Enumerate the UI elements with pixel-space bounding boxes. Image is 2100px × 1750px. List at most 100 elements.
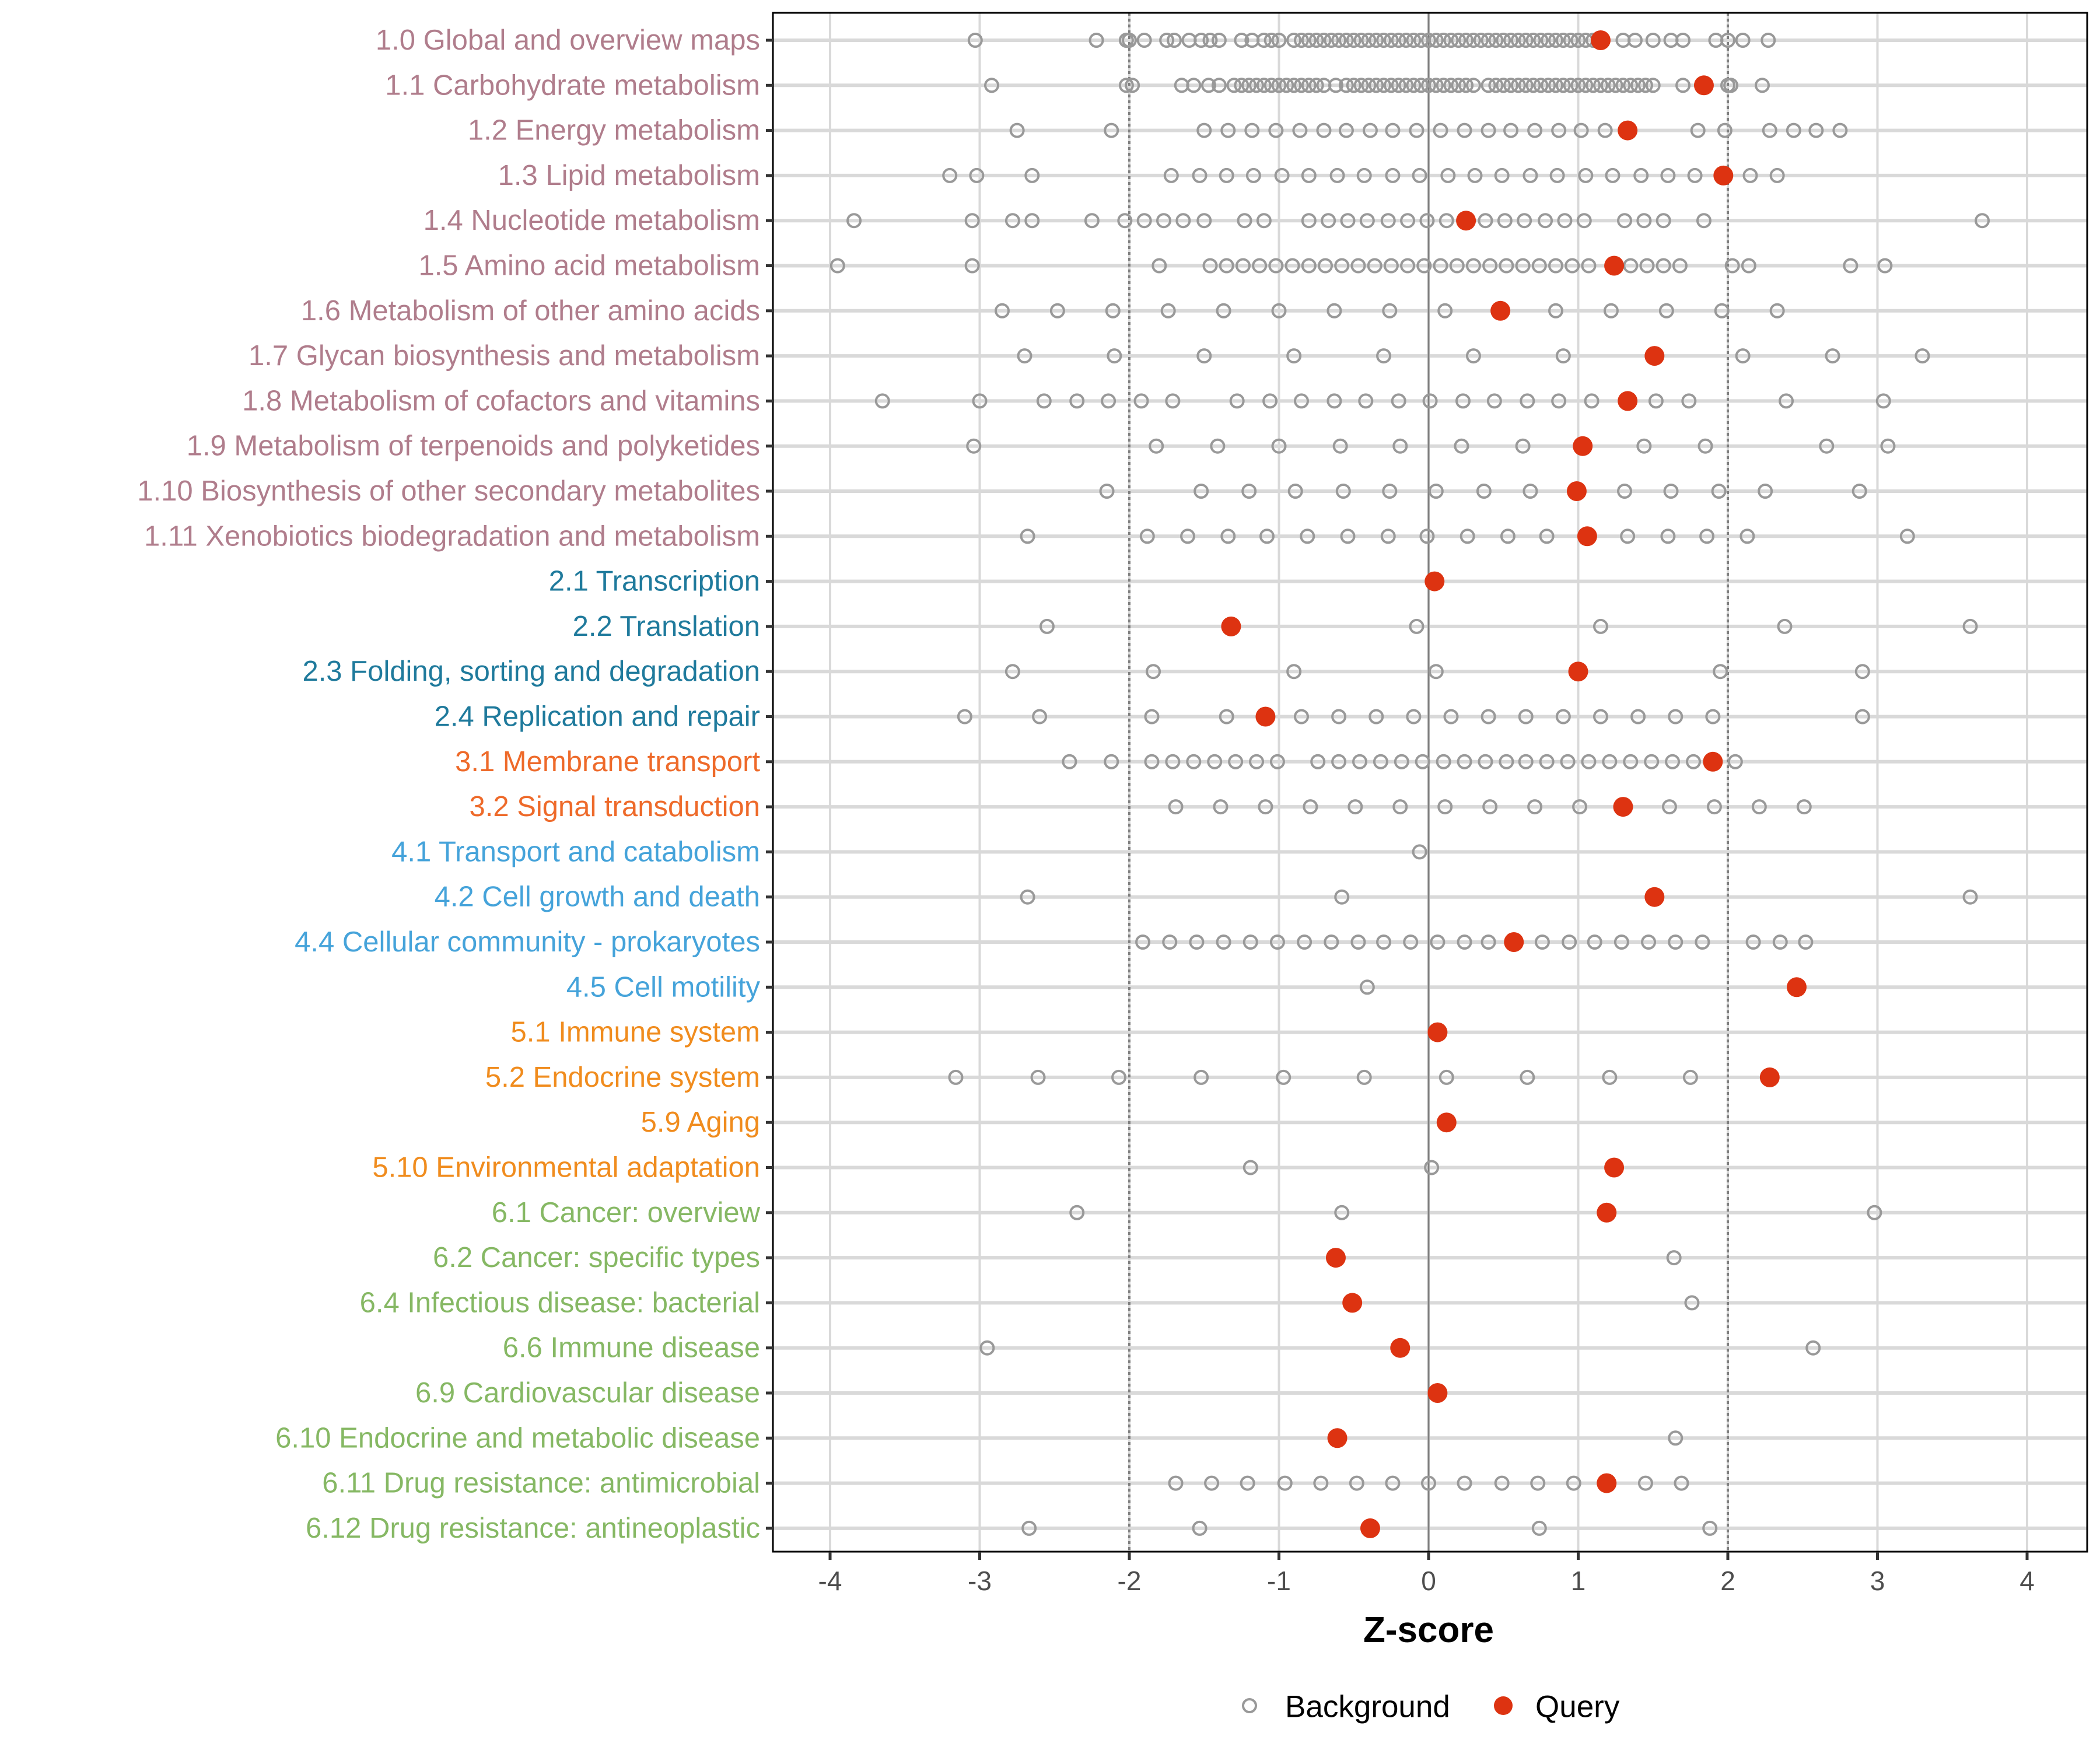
query-point (1590, 30, 1611, 50)
background-point (1751, 799, 1767, 815)
background-point (1682, 1069, 1698, 1085)
y-tick-label: 5.1 Immune system (510, 1017, 760, 1048)
background-point (1674, 1475, 1689, 1491)
background-point (1538, 213, 1553, 229)
y-tick-label: 2.2 Translation (573, 611, 760, 642)
background-point (1229, 393, 1245, 409)
query-point (1360, 1518, 1380, 1538)
background-point (1769, 303, 1785, 318)
background-point (1480, 935, 1496, 950)
background-point (1286, 664, 1302, 680)
background-point (1630, 78, 1646, 93)
background-point (1641, 935, 1657, 950)
background-point (1515, 258, 1531, 274)
background-point (1727, 754, 1743, 769)
background-point (1457, 935, 1472, 950)
background-point (964, 258, 980, 274)
background-point (1457, 123, 1472, 138)
background-point (1271, 303, 1287, 318)
background-point (1668, 935, 1684, 950)
background-point (1437, 799, 1453, 815)
background-point (1192, 1520, 1208, 1536)
query-point (1436, 1112, 1457, 1133)
background-point (1531, 1520, 1547, 1536)
background-point (1398, 33, 1414, 48)
background-point (1005, 664, 1020, 680)
background-point (1592, 78, 1608, 93)
x-tick-label: -4 (818, 1566, 842, 1596)
background-point (1226, 78, 1242, 93)
background-point (1340, 213, 1356, 229)
background-point (1353, 78, 1369, 93)
background-point (1020, 889, 1035, 905)
background-point (1286, 78, 1302, 93)
background-point (1228, 754, 1244, 769)
y-tick-label: 2.3 Folding, sorting and degradation (302, 656, 760, 687)
query-point (1618, 391, 1638, 411)
background-point (1478, 754, 1493, 769)
background-point (1451, 33, 1466, 48)
background-point (1406, 709, 1422, 724)
background-point (1175, 213, 1191, 229)
background-point (1548, 303, 1564, 318)
background-point (1702, 1520, 1718, 1536)
background-point (1133, 393, 1149, 409)
background-point (1520, 393, 1535, 409)
background-point (1268, 123, 1284, 138)
background-point (1024, 213, 1040, 229)
background-point (1499, 754, 1514, 769)
background-point (1572, 799, 1588, 815)
background-point (1156, 213, 1171, 229)
background-point (1636, 438, 1652, 454)
background-point (1539, 528, 1555, 544)
background-point (1696, 213, 1712, 229)
y-tick-label: 6.11 Drug resistance: antimicrobial (322, 1468, 760, 1499)
background-point (1262, 393, 1278, 409)
y-tick-label: 6.4 Infectious disease: bacterial (360, 1287, 760, 1318)
background-point (1219, 709, 1234, 724)
background-point (1460, 528, 1475, 544)
background-point (1656, 258, 1671, 274)
background-point (1465, 78, 1481, 93)
background-point (1424, 1160, 1440, 1175)
background-point (1665, 754, 1681, 769)
background-point (1880, 438, 1896, 454)
background-point (1422, 393, 1438, 409)
background-point (1245, 167, 1261, 183)
background-point (1877, 258, 1893, 274)
background-point (1457, 754, 1472, 769)
background-point (1149, 438, 1164, 454)
background-point (1699, 528, 1715, 544)
background-point (1329, 167, 1345, 183)
background-point (1438, 1069, 1454, 1085)
background-point (1271, 78, 1287, 93)
y-tick-label: 1.7 Glycan biosynthesis and metabolism (249, 340, 760, 372)
background-point (1541, 78, 1556, 93)
background-point (1376, 935, 1392, 950)
query-point (1566, 481, 1587, 501)
background-point (1518, 33, 1534, 48)
background-point (1244, 123, 1260, 138)
background-point (1403, 935, 1419, 950)
background-point (1668, 709, 1684, 724)
background-point (1605, 167, 1620, 183)
background-point (1428, 664, 1444, 680)
y-tick-label: 6.9 Cardiovascular disease (415, 1377, 760, 1409)
background-point (1326, 393, 1342, 409)
background-point (1234, 78, 1250, 93)
background-point (1854, 709, 1870, 724)
background-point (1350, 935, 1366, 950)
background-point (1017, 348, 1032, 364)
background-point (1645, 33, 1661, 48)
background-point (1213, 799, 1228, 815)
background-point (1382, 303, 1398, 318)
background-point (1310, 754, 1326, 769)
background-point (1264, 33, 1279, 48)
background-point (984, 78, 1000, 93)
background-point (1421, 78, 1436, 93)
background-point (1627, 33, 1643, 48)
background-point (1332, 438, 1348, 454)
background-point (1204, 1475, 1220, 1491)
background-point (1359, 979, 1375, 995)
background-point (830, 258, 845, 274)
